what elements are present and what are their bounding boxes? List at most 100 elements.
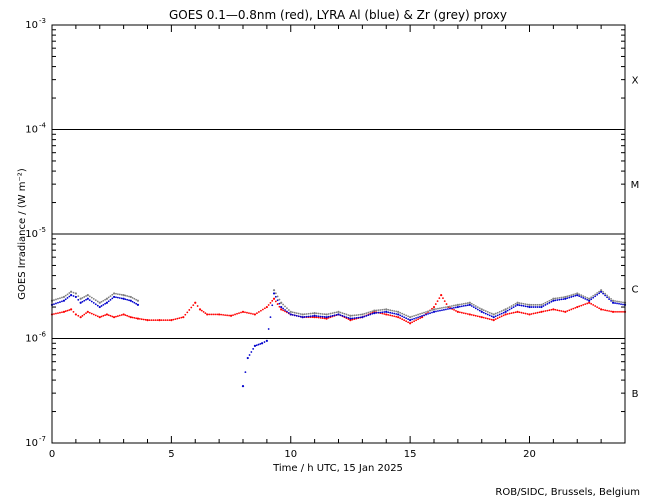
data-point (514, 311, 517, 314)
data-point (66, 297, 69, 299)
data-point (269, 316, 272, 319)
data-point (405, 320, 408, 323)
data-point (90, 296, 93, 299)
data-point (552, 297, 555, 300)
data-point (345, 313, 348, 316)
data-point (229, 314, 233, 317)
data-point (496, 314, 499, 317)
data-point (55, 302, 57, 305)
data-point (253, 344, 257, 347)
data-point (409, 318, 412, 322)
data-point (421, 315, 423, 317)
data-point (267, 328, 270, 330)
data-point (524, 303, 527, 306)
data-point (70, 290, 73, 293)
data-point (474, 314, 477, 317)
data-point (590, 302, 593, 305)
data-point (431, 309, 433, 311)
data-point (311, 315, 314, 317)
data-point (546, 300, 549, 303)
data-point (618, 310, 620, 313)
data-point (81, 314, 84, 317)
data-point (299, 315, 302, 318)
data-point (272, 289, 276, 292)
data-point (383, 313, 386, 315)
series-lyra-zr (50, 289, 627, 319)
data-point (427, 312, 429, 315)
data-point (620, 303, 622, 306)
data-point (568, 294, 571, 297)
data-point (315, 315, 318, 317)
data-point (522, 312, 525, 315)
data-point (168, 319, 171, 321)
data-point (274, 292, 277, 295)
data-point (504, 310, 507, 313)
data-point (128, 299, 130, 302)
data-point (576, 305, 579, 309)
data-point (600, 289, 603, 292)
data-point (116, 293, 119, 296)
data-point (611, 310, 615, 313)
data-point (395, 310, 398, 313)
data-point (558, 298, 561, 301)
data-point (325, 316, 328, 319)
data-point (415, 314, 417, 317)
data-point (616, 302, 618, 305)
data-point (508, 306, 511, 309)
data-point (218, 313, 221, 316)
x-tick-label: 0 (49, 449, 55, 460)
data-point (104, 298, 107, 301)
data-point (62, 295, 66, 299)
data-point (286, 310, 288, 313)
data-point (566, 310, 569, 312)
data-point (301, 313, 304, 316)
data-point (373, 312, 376, 315)
data-point (319, 315, 322, 318)
data-point (331, 312, 334, 315)
data-point (319, 312, 322, 315)
data-point (397, 316, 400, 319)
data-point (323, 313, 326, 316)
data-point (59, 297, 61, 300)
data-point (524, 312, 527, 315)
data-point (126, 314, 129, 317)
data-point (492, 313, 495, 316)
data-point (556, 309, 559, 312)
data-point (371, 312, 374, 315)
data-point (614, 302, 616, 304)
data-point (592, 304, 595, 306)
data-point (64, 294, 67, 297)
data-point (611, 299, 615, 302)
data-point (449, 305, 451, 308)
data-point (508, 308, 511, 311)
data-point (248, 312, 250, 315)
data-point (456, 303, 459, 306)
data-point (610, 299, 612, 302)
data-point (150, 319, 153, 321)
data-point (510, 305, 513, 307)
data-point (202, 310, 205, 313)
data-point (608, 310, 610, 312)
data-point (104, 302, 107, 305)
data-point (220, 313, 223, 316)
data-point (246, 356, 249, 360)
data-point (64, 310, 67, 313)
data-point (542, 305, 545, 307)
data-point (57, 301, 59, 304)
data-point (614, 300, 616, 302)
data-point (194, 301, 197, 304)
data-point (272, 292, 276, 295)
data-point (413, 320, 416, 323)
data-point (393, 310, 396, 312)
data-point (510, 307, 513, 310)
data-point (55, 312, 57, 315)
data-point (399, 317, 402, 320)
data-point (172, 318, 175, 321)
data-point (411, 321, 414, 324)
data-point (341, 314, 344, 317)
data-point (253, 313, 257, 316)
data-point (327, 313, 330, 315)
data-point (458, 311, 461, 314)
data-point (68, 292, 71, 294)
data-point (280, 301, 283, 304)
